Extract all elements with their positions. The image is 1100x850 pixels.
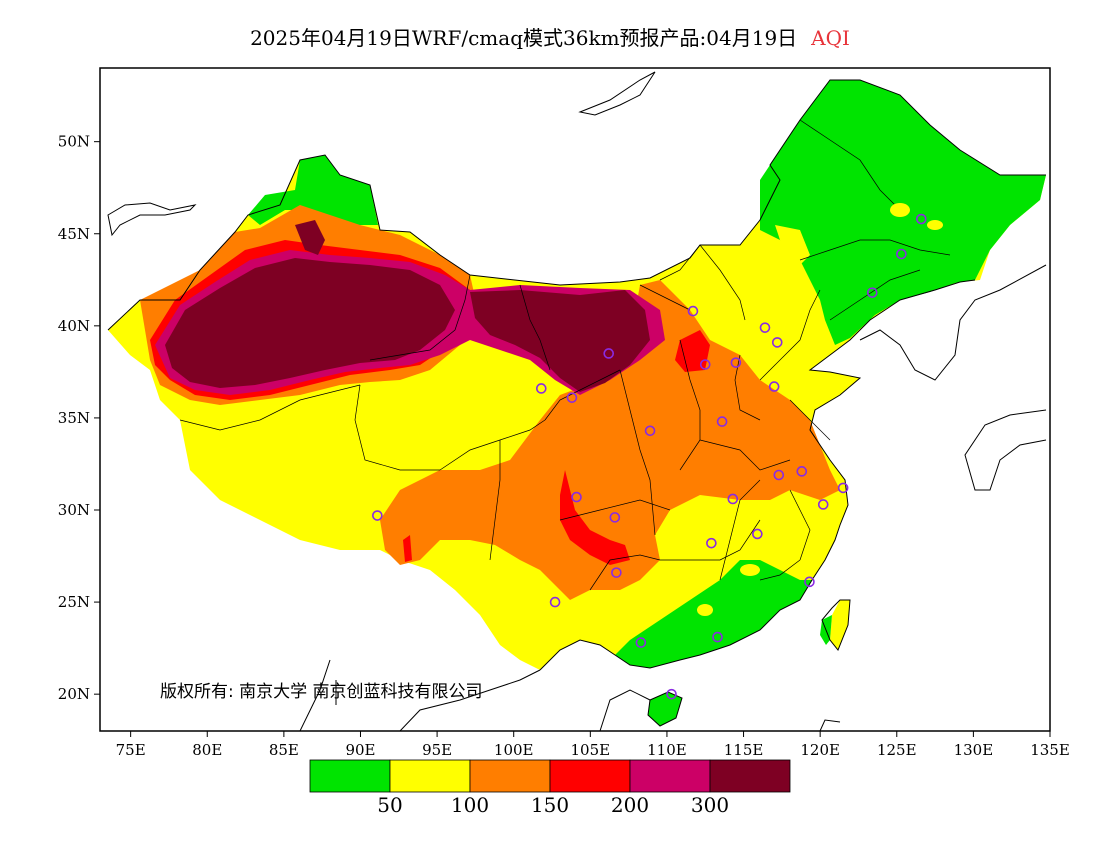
lon-tick-label: 75E bbox=[116, 741, 146, 759]
station-marker bbox=[773, 469, 785, 481]
lon-tick-label: 115E bbox=[724, 741, 764, 759]
region-maroon-east bbox=[470, 290, 650, 392]
station-marker bbox=[817, 499, 829, 510]
lat-axis: 50N 45N 40N 35N 30N 25N 20N bbox=[58, 133, 100, 703]
lat-tick-label: 35N bbox=[58, 409, 90, 427]
lat-tick-label: 30N bbox=[58, 501, 90, 519]
lon-tick-label: 125E bbox=[877, 741, 917, 759]
legend-swatch bbox=[629, 759, 711, 793]
station-marker bbox=[896, 248, 907, 260]
region-maroon-west bbox=[165, 258, 455, 388]
station-markers bbox=[372, 213, 927, 700]
station-marker bbox=[372, 510, 383, 521]
legend-swatch bbox=[389, 759, 471, 793]
region-red-sichuan bbox=[560, 470, 630, 565]
lon-tick-label: 135E bbox=[1030, 741, 1070, 759]
lat-tick-label: 40N bbox=[58, 317, 90, 335]
region-green-xj bbox=[248, 155, 378, 225]
station-marker bbox=[549, 596, 561, 608]
map-area bbox=[107, 71, 1047, 731]
copyright-text: 版权所有: 南京大学 南京创蓝科技有限公司 bbox=[160, 682, 483, 702]
station-marker bbox=[535, 383, 547, 394]
lon-tick-label: 85E bbox=[269, 741, 299, 759]
legend-label: 50 bbox=[377, 793, 402, 817]
lon-tick-label: 80E bbox=[192, 741, 222, 759]
lon-tick-label: 95E bbox=[422, 741, 452, 759]
legend-label: 200 bbox=[611, 793, 649, 817]
station-marker bbox=[706, 537, 717, 549]
region-green-ne-yellow-patch bbox=[775, 225, 810, 265]
province-borders bbox=[179, 119, 951, 591]
lon-tick-label: 120E bbox=[800, 741, 840, 759]
region-green-hainan bbox=[648, 692, 682, 726]
station-marker bbox=[566, 392, 578, 403]
station-marker bbox=[687, 305, 699, 317]
station-marker bbox=[771, 337, 783, 348]
legend-swatch bbox=[469, 759, 551, 793]
station-marker bbox=[611, 567, 622, 578]
station-marker bbox=[635, 637, 647, 648]
lon-tick-label: 90E bbox=[345, 741, 375, 759]
map-title: 2025年04月19日WRF/cmaq模式36km预报产品:04月19日 AQI bbox=[0, 22, 1100, 51]
legend-label: 150 bbox=[531, 793, 569, 817]
yellow-patches bbox=[697, 203, 943, 616]
lat-tick-label: 45N bbox=[58, 225, 90, 243]
station-marker bbox=[712, 631, 723, 643]
station-marker bbox=[915, 213, 927, 225]
variable-label: AQI bbox=[811, 26, 850, 50]
lat-tick-label: 50N bbox=[58, 133, 90, 151]
station-marker bbox=[768, 381, 780, 392]
station-marker bbox=[571, 491, 582, 503]
map-frame bbox=[99, 67, 1051, 732]
lon-tick-label: 130E bbox=[954, 741, 994, 759]
station-marker bbox=[752, 528, 763, 540]
station-marker bbox=[716, 416, 728, 427]
station-marker bbox=[644, 425, 656, 437]
title-text: 2025年04月19日WRF/cmaq模式36km预报产品:04月19日 bbox=[250, 26, 798, 50]
station-marker bbox=[866, 287, 878, 298]
legend-label: 300 bbox=[691, 793, 729, 817]
station-marker bbox=[666, 688, 677, 700]
lon-tick-label: 110E bbox=[647, 741, 687, 759]
lon-axis: 75E 80E 85E 90E 95E 100E 105E 110E 115E 120E 125E 1… bbox=[116, 731, 1070, 759]
region-green-south bbox=[615, 560, 812, 668]
lat-tick-label: 20N bbox=[58, 685, 90, 703]
station-marker bbox=[603, 348, 615, 359]
station-marker bbox=[609, 512, 621, 523]
legend-swatch bbox=[309, 759, 391, 793]
lon-tick-label: 105E bbox=[571, 741, 611, 759]
station-marker bbox=[837, 482, 849, 494]
legend-label: 100 bbox=[451, 793, 489, 817]
legend-swatch bbox=[709, 759, 791, 793]
station-marker bbox=[796, 466, 808, 477]
region-maroon-north bbox=[295, 220, 325, 255]
station-marker bbox=[699, 359, 711, 370]
station-marker bbox=[730, 357, 742, 368]
legend-swatch bbox=[549, 759, 631, 793]
station-marker bbox=[804, 576, 815, 588]
lat-tick-label: 25N bbox=[58, 593, 90, 611]
region-red-tibet bbox=[403, 535, 412, 562]
lon-tick-label: 100E bbox=[494, 741, 534, 759]
region-yellow-taiwan bbox=[830, 600, 850, 650]
aqi-legend: 50 100 150 200 300 bbox=[309, 759, 791, 817]
station-marker bbox=[759, 322, 771, 333]
station-marker bbox=[727, 493, 739, 505]
coastlines bbox=[107, 71, 1047, 731]
